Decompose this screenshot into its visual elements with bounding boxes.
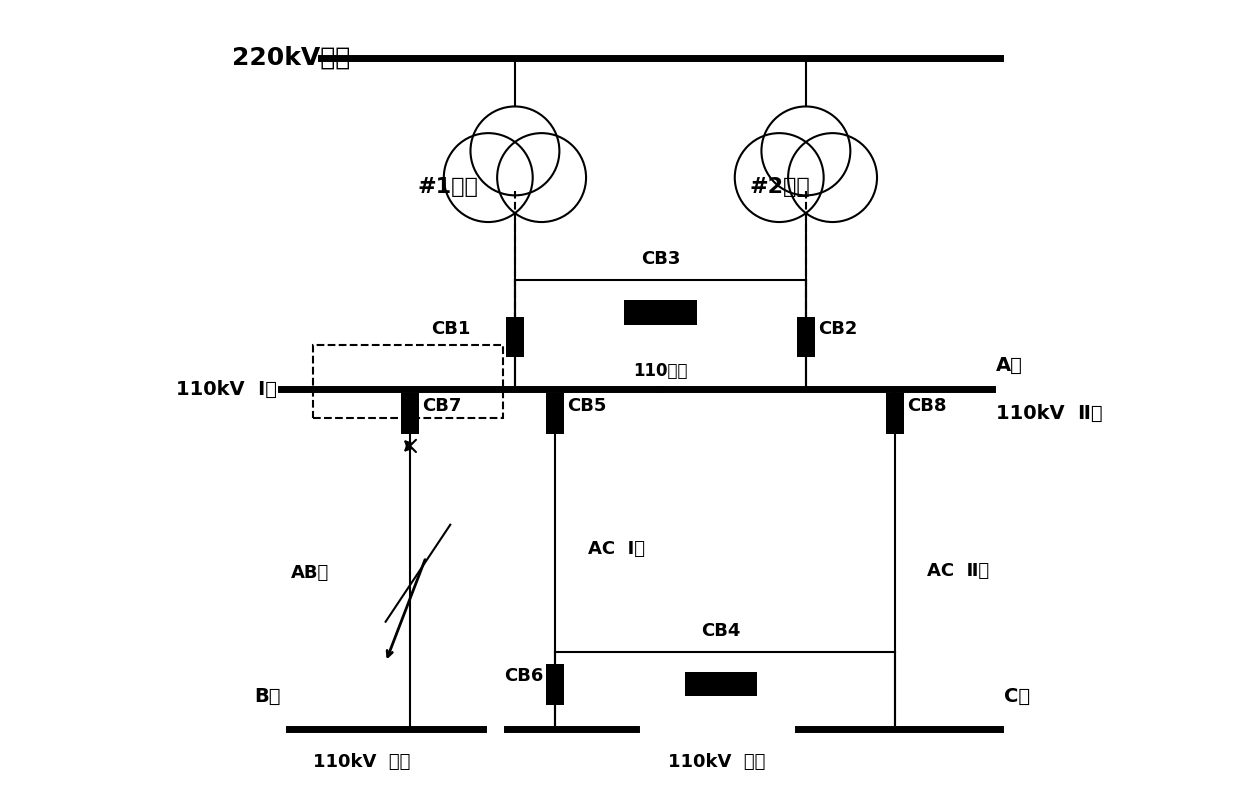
Text: CB2: CB2 <box>818 320 857 337</box>
Text: #1主变: #1主变 <box>418 178 479 197</box>
Text: CB7: CB7 <box>422 397 461 414</box>
Text: 110母联: 110母联 <box>634 362 688 380</box>
Text: A站: A站 <box>996 355 1023 375</box>
Text: CB6: CB6 <box>503 667 543 685</box>
FancyBboxPatch shape <box>401 393 419 434</box>
Text: 110kV  母线: 110kV 母线 <box>312 753 410 771</box>
FancyBboxPatch shape <box>624 300 697 324</box>
Text: AC  Ⅰ线: AC Ⅰ线 <box>588 540 645 558</box>
FancyBboxPatch shape <box>885 393 904 434</box>
FancyBboxPatch shape <box>547 393 564 434</box>
Text: 220kV母线: 220kV母线 <box>232 46 351 70</box>
Text: CB4: CB4 <box>702 622 740 640</box>
Text: CB3: CB3 <box>641 250 680 268</box>
Text: B站: B站 <box>254 687 280 706</box>
Text: AC  Ⅱ线: AC Ⅱ线 <box>928 562 990 580</box>
Text: C站: C站 <box>1004 687 1030 706</box>
FancyBboxPatch shape <box>797 316 815 357</box>
Text: 110kV  Ⅱ母: 110kV Ⅱ母 <box>996 404 1102 423</box>
Text: #2主变: #2主变 <box>749 178 810 197</box>
FancyBboxPatch shape <box>684 672 758 697</box>
Text: CB1: CB1 <box>432 320 470 337</box>
FancyBboxPatch shape <box>547 664 564 705</box>
FancyBboxPatch shape <box>506 316 523 357</box>
Bar <box>312 345 502 418</box>
Text: 110kV  母线: 110kV 母线 <box>668 753 765 771</box>
Text: CB8: CB8 <box>906 397 946 414</box>
Text: CB5: CB5 <box>568 397 606 414</box>
Text: AB线: AB线 <box>291 564 329 582</box>
Text: 110kV  Ⅰ母: 110kV Ⅰ母 <box>176 380 277 399</box>
